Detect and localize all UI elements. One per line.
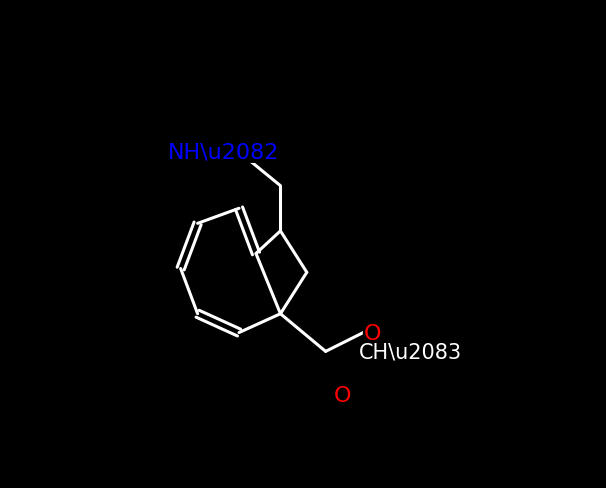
Text: CH\u2083: CH\u2083 — [359, 342, 462, 362]
Text: O: O — [334, 385, 351, 405]
Text: NH\u2082: NH\u2082 — [168, 142, 279, 163]
Text: NH\u2082: NH\u2082 — [168, 142, 279, 163]
Text: O: O — [364, 323, 381, 343]
Text: O: O — [364, 323, 381, 343]
Text: CH\u2083: CH\u2083 — [359, 342, 462, 362]
Text: O: O — [334, 385, 351, 405]
